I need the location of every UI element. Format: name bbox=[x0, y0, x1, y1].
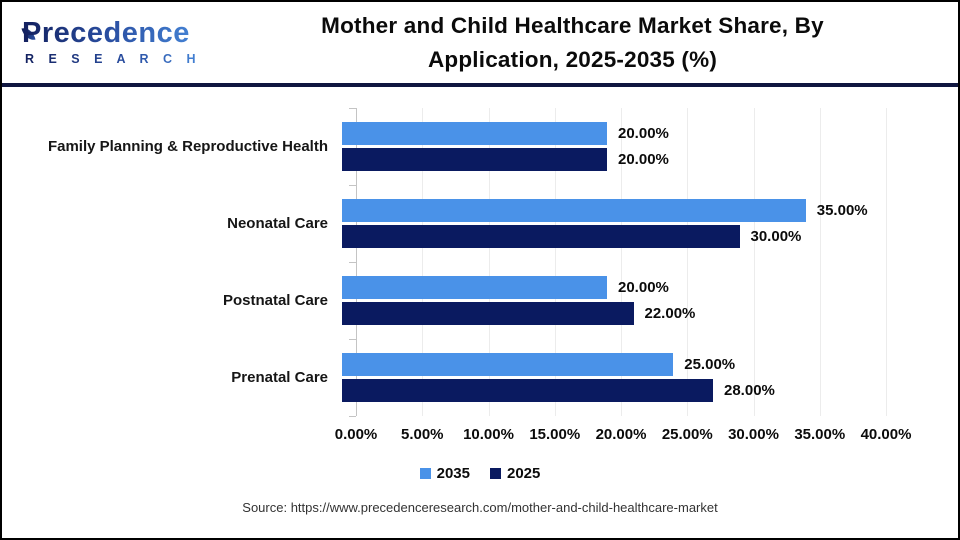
chart-title: Mother and Child Healthcare Market Share… bbox=[217, 9, 958, 77]
bar-value-label: 20.00% bbox=[618, 279, 669, 296]
bar-line-2025: 22.00% bbox=[342, 302, 872, 325]
bar-group: 25.00% 28.00% bbox=[342, 353, 872, 402]
category-label: Family Planning & Reproductive Health bbox=[47, 137, 328, 155]
gridline bbox=[753, 108, 755, 416]
bar-2035 bbox=[342, 199, 806, 222]
x-tick-label: 40.00% bbox=[860, 426, 912, 443]
legend-item-2025: 2025 bbox=[490, 465, 540, 482]
header: Precedence R E S E A R C H Mother and Ch… bbox=[2, 2, 958, 83]
header-divider bbox=[2, 83, 958, 87]
y-axis-tick bbox=[349, 416, 356, 417]
bar-value-label: 28.00% bbox=[724, 382, 775, 399]
bar-group: 35.00% 30.00% bbox=[342, 199, 872, 248]
bar-line-2035: 20.00% bbox=[342, 276, 872, 299]
logo-research-text: R E S E A R C H bbox=[22, 53, 217, 66]
gridline bbox=[819, 108, 821, 416]
category-row: Postnatal Care 20.00% 22.00% bbox=[2, 262, 958, 339]
bar-2025 bbox=[342, 225, 740, 248]
gridline bbox=[621, 108, 622, 416]
y-axis-tick bbox=[349, 339, 356, 340]
x-axis: 0.00% 5.00% 10.00% 15.00% 20.00% 25.00% 30.00%… bbox=[335, 416, 912, 452]
bar-line-2035: 35.00% bbox=[342, 199, 872, 222]
chart-title-line2: Application, 2025-2035 (%) bbox=[427, 46, 718, 72]
legend: 2035 2025 bbox=[2, 458, 958, 488]
bar-2025 bbox=[342, 379, 713, 402]
category-row: Prenatal Care 25.00% 28.00% bbox=[2, 339, 958, 416]
gridline bbox=[687, 108, 689, 416]
bar-line-2025: 30.00% bbox=[342, 225, 872, 248]
bar-line-2035: 20.00% bbox=[342, 122, 872, 145]
bar-2035 bbox=[342, 276, 607, 299]
bar-line-2025: 20.00% bbox=[342, 148, 872, 171]
bar-2025 bbox=[342, 148, 607, 171]
category-label: Prenatal Care bbox=[231, 368, 328, 386]
x-tick-label: 25.00% bbox=[661, 426, 713, 443]
category-row: Family Planning & Reproductive Health 20.… bbox=[2, 108, 958, 185]
bar-value-label: 35.00% bbox=[816, 202, 868, 219]
gridline bbox=[886, 108, 887, 416]
bar-value-label: 25.00% bbox=[684, 356, 736, 373]
bar-2025 bbox=[342, 302, 634, 325]
bar-2035 bbox=[342, 353, 674, 376]
precedence-research-logo: Precedence R E S E A R C H bbox=[2, 19, 217, 66]
gridline bbox=[554, 108, 556, 416]
x-tick-label: 5.00% bbox=[400, 426, 444, 443]
x-tick-label: 15.00% bbox=[529, 426, 581, 443]
x-tick-label: 20.00% bbox=[595, 426, 647, 443]
y-axis-tick bbox=[349, 185, 356, 186]
plot-gridlines bbox=[349, 108, 887, 417]
x-tick-label: 35.00% bbox=[794, 426, 846, 443]
bar-2035 bbox=[342, 122, 607, 145]
bar-value-label: 22.00% bbox=[644, 305, 696, 322]
bar-line-2025: 28.00% bbox=[342, 379, 872, 402]
x-tick-label: 10.00% bbox=[463, 426, 514, 443]
y-axis-line bbox=[356, 108, 357, 416]
chart-title-line1: Mother and Child Healthcare Market Share… bbox=[321, 12, 824, 38]
y-axis-tick bbox=[349, 262, 356, 263]
bar-group: 20.00% 22.00% bbox=[342, 276, 872, 325]
y-axis-tick bbox=[349, 108, 356, 109]
logo-brand-text: Precedence bbox=[22, 19, 217, 48]
bar-value-label: 20.00% bbox=[618, 125, 669, 142]
bar-group: 20.00% 20.00% bbox=[342, 122, 872, 171]
gridline bbox=[422, 108, 424, 416]
category-row: Neonatal Care 35.00% 30.00% bbox=[2, 185, 958, 262]
legend-swatch-icon bbox=[419, 467, 431, 479]
category-label: Neonatal Care bbox=[227, 214, 328, 232]
legend-swatch-icon bbox=[490, 467, 501, 479]
source-text: Source: https://www.precedenceresearch.c… bbox=[242, 500, 718, 515]
legend-label: 2025 bbox=[507, 464, 541, 482]
gridline bbox=[488, 108, 490, 416]
category-label: Postnatal Care bbox=[222, 291, 328, 309]
bar-chart: Family Planning & Reproductive Health 20.… bbox=[2, 87, 958, 488]
bar-line-2035: 25.00% bbox=[342, 353, 872, 376]
x-tick-label: 0.00% bbox=[334, 426, 378, 443]
plot-area: Family Planning & Reproductive Health 20.… bbox=[2, 108, 958, 417]
bar-value-label: 20.00% bbox=[618, 151, 669, 168]
bar-value-label: 30.00% bbox=[750, 228, 802, 245]
bar-rows: Family Planning & Reproductive Health 20.… bbox=[2, 108, 958, 416]
legend-item-2035: 2035 bbox=[419, 464, 470, 482]
x-tick-label: 30.00% bbox=[728, 426, 779, 443]
legend-label: 2035 bbox=[436, 464, 470, 482]
